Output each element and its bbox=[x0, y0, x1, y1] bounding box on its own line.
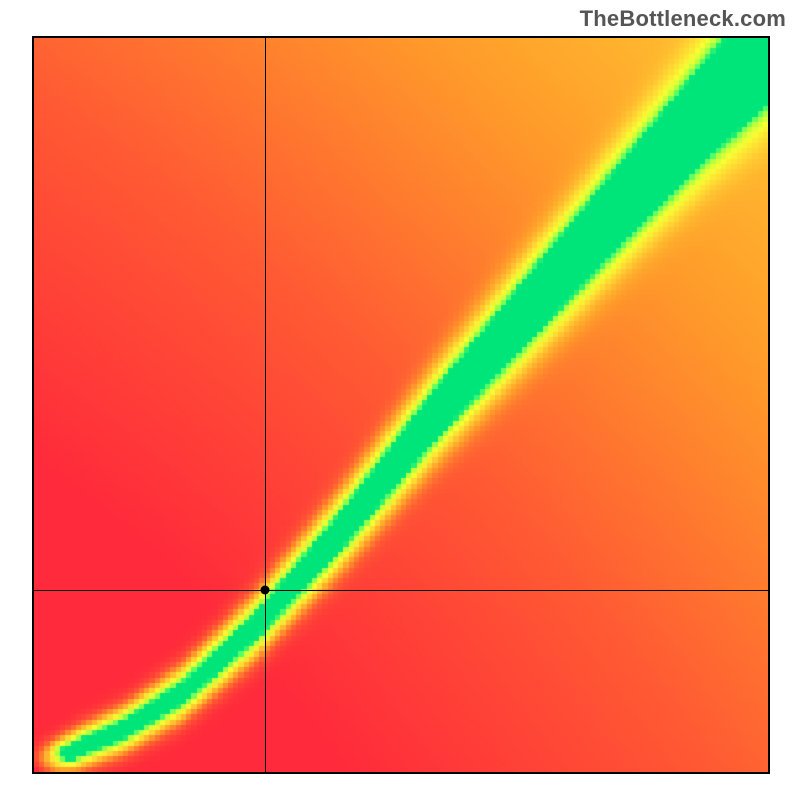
crosshair-horizontal bbox=[34, 590, 768, 591]
crosshair-vertical bbox=[265, 38, 266, 772]
heatmap-frame bbox=[32, 36, 770, 774]
watermark-text: TheBottleneck.com bbox=[580, 6, 786, 32]
crosshair-marker-dot bbox=[261, 585, 270, 594]
heatmap-canvas bbox=[34, 38, 768, 772]
